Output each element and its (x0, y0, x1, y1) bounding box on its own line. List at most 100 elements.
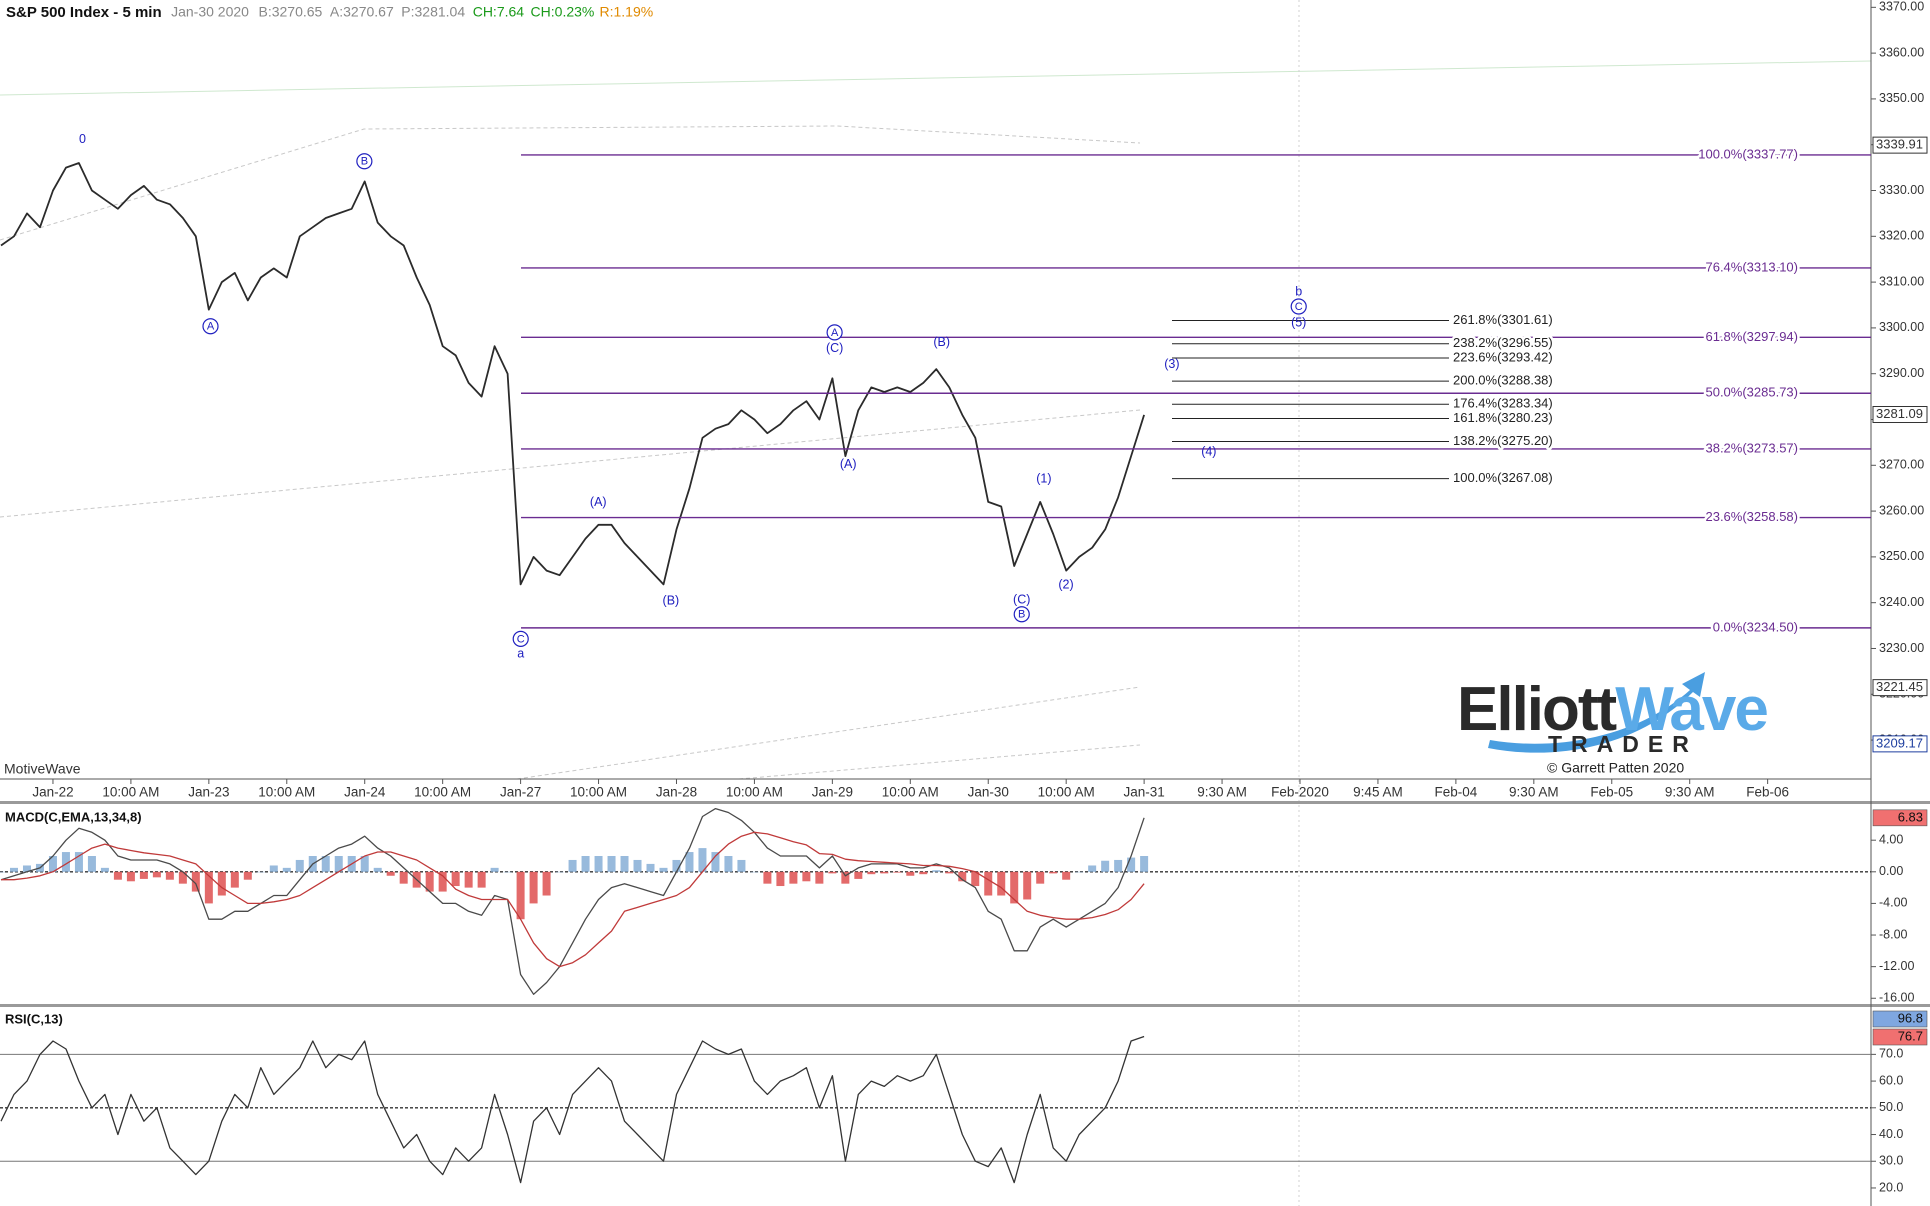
panel-separator (0, 801, 1930, 804)
value-tag (1872, 809, 1928, 827)
wave-label: (3) (1164, 357, 1179, 371)
value-tag-label: 76.7 (1898, 1028, 1923, 1043)
histogram-bar (1075, 871, 1084, 873)
y-tick-label: 3230.00 (1879, 641, 1924, 655)
x-tick-label: Feb-05 (1590, 785, 1633, 800)
wave-label: (2) (1058, 578, 1073, 592)
fib-extension-label: 161.8%(3280.23) (1453, 410, 1553, 425)
value-tag (1872, 1028, 1928, 1046)
header-info: CH:0.23% (531, 4, 595, 20)
x-tick-label: Jan-23 (188, 785, 229, 800)
y-tick-label: 4.00 (1879, 832, 1903, 846)
histogram-bar (126, 871, 135, 882)
wave-circle (356, 153, 373, 170)
logo-text: ElliottWave (1457, 675, 1767, 744)
series-line (1, 831, 1145, 968)
histogram-bar (1036, 871, 1045, 884)
histogram-bar (9, 867, 18, 872)
series-line (0, 807, 1145, 995)
value-tag-label: 96.8 (1898, 1010, 1923, 1025)
header-info: A:3270.67 (330, 4, 394, 20)
histogram-bar (594, 856, 603, 872)
x-tick-label: 10:00 AM (102, 785, 159, 800)
series-line (0, 162, 1145, 586)
histogram-bar (568, 859, 577, 872)
histogram-bar (893, 871, 902, 873)
y-tick-label: 0.00 (1879, 864, 1903, 878)
y-tick-label: 60.0 (1879, 1073, 1903, 1087)
histogram-bar (48, 856, 57, 872)
logo-word: Wave (1615, 675, 1767, 744)
header-info: Jan-30 2020 (171, 4, 249, 20)
x-tick-label: Jan-30 (968, 785, 1009, 800)
x-tick-label: Jan-24 (344, 785, 386, 800)
price-tag (1872, 136, 1928, 154)
histogram-bar (477, 871, 486, 888)
histogram-bar (841, 871, 850, 884)
histogram-bar (451, 871, 460, 887)
price-tag (1872, 735, 1928, 753)
x-tick-label: 10:00 AM (570, 785, 627, 800)
histogram-bar (113, 871, 122, 880)
trend-line (0, 125, 1141, 241)
x-tick-label: 10:00 AM (1038, 785, 1095, 800)
histogram-bar (724, 856, 733, 872)
wave-label: A (207, 321, 215, 333)
x-tick-label: 9:45 AM (1353, 785, 1403, 800)
histogram-bar (74, 852, 83, 872)
y-tick-label: 3300.00 (1879, 320, 1924, 334)
histogram-bar (256, 871, 265, 873)
histogram-bar (1088, 865, 1097, 872)
histogram-bar (230, 871, 239, 888)
histogram-bar (880, 871, 889, 874)
histogram-bar (945, 871, 954, 874)
x-tick-label: 9:30 AM (1509, 785, 1559, 800)
wave-circle (826, 324, 843, 341)
price-tag-label: 3221.45 (1876, 679, 1923, 694)
histogram-bar (217, 871, 226, 896)
histogram-bar (1114, 859, 1123, 872)
histogram-bar (464, 871, 473, 888)
x-tick-label: 10:00 AM (726, 785, 783, 800)
histogram-bar (932, 870, 941, 872)
series-line (0, 1035, 1145, 1184)
histogram-bar (503, 871, 512, 873)
x-tick-label: Feb-04 (1434, 785, 1477, 800)
histogram-bar (87, 856, 96, 872)
fib-label: 23.6%(3258.58) (1705, 509, 1798, 524)
histogram-bar (1127, 857, 1136, 872)
histogram-bar (1010, 871, 1019, 904)
y-tick-label: 3370.00 (1879, 0, 1924, 14)
price-tag (1872, 679, 1928, 697)
histogram-bar (360, 856, 369, 872)
x-tick-label: 10:00 AM (882, 785, 939, 800)
histogram-bar (828, 871, 837, 874)
histogram-bar (984, 871, 993, 896)
wave-label: (4) (1201, 445, 1216, 459)
y-tick-label: -4.00 (1879, 896, 1908, 910)
histogram-bar (763, 871, 772, 884)
wave-label: B (1018, 609, 1025, 621)
histogram-bar (269, 865, 278, 872)
y-tick-label: 3290.00 (1879, 366, 1924, 380)
chart-title: S&P 500 Index - 5 min (6, 4, 162, 21)
histogram-bar (334, 856, 343, 872)
header-info: B:3270.65 (259, 4, 323, 20)
fib-label: 61.8%(3297.94) (1705, 329, 1798, 344)
histogram-bar (321, 856, 330, 872)
fib-extension-label: 261.8%(3301.61) (1453, 312, 1553, 327)
y-tick-label: 3240.00 (1879, 595, 1924, 609)
panel-separator (0, 1004, 1930, 1007)
wave-label: b (1295, 285, 1302, 299)
histogram-bar (711, 852, 720, 872)
y-tick-label: 3270.00 (1879, 458, 1924, 472)
histogram-bar (776, 871, 785, 887)
price-tag-label: 3281.09 (1876, 406, 1923, 421)
logo-swoosh (1488, 672, 1705, 753)
histogram-bar (698, 848, 707, 872)
histogram-bar (620, 856, 629, 872)
wave-circle (1290, 298, 1307, 315)
histogram-bar (789, 871, 798, 884)
histogram-bar (1140, 856, 1149, 872)
